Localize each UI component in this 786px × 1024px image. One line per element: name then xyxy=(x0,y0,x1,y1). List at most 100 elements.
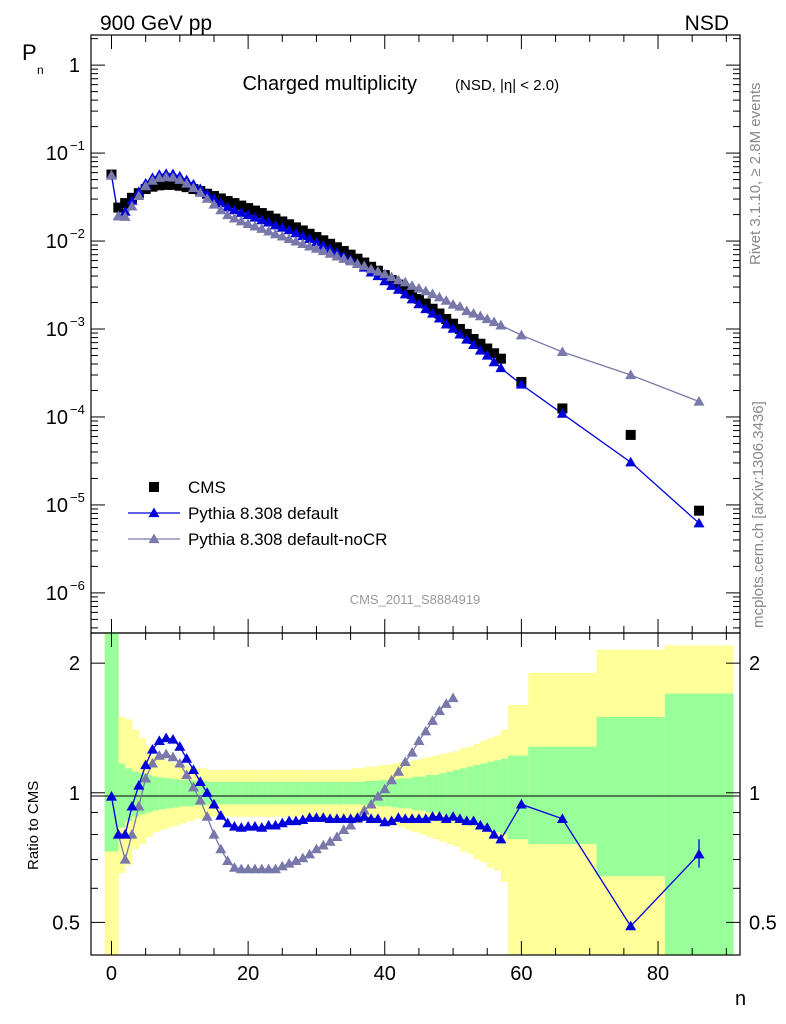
nocr-point xyxy=(112,210,124,221)
default-ratio-point xyxy=(133,779,145,790)
nocr-ratio-point xyxy=(345,819,357,830)
nocr-point xyxy=(283,233,295,243)
ratio-ytick-label: 2 xyxy=(69,653,80,675)
nocr-point xyxy=(215,204,227,215)
inner-band xyxy=(418,776,427,811)
ratio-xtick-label: 20 xyxy=(237,963,259,985)
inner-band xyxy=(145,774,153,813)
nocr-ratio-point xyxy=(201,811,213,821)
default-point xyxy=(310,236,322,247)
inner-band xyxy=(227,781,235,805)
nocr-point xyxy=(338,253,350,263)
inner-band xyxy=(446,771,454,817)
inner-band xyxy=(234,781,242,805)
default-point xyxy=(447,323,459,333)
main-ytick-base: 10 xyxy=(46,319,68,341)
default-ratio-point xyxy=(201,787,213,797)
cms-point xyxy=(297,225,308,236)
legend-cms-marker xyxy=(149,482,159,492)
cms-point xyxy=(113,202,124,213)
default-point xyxy=(481,349,493,360)
nocr-ratio-point xyxy=(187,781,199,792)
side-label-top: Rivet 3.1.10, ≥ 2.8M events xyxy=(747,83,764,266)
ratio-ytick-label: 0.5 xyxy=(52,912,80,934)
nocr-point xyxy=(481,313,493,324)
ratio-panel: 0.5 0.51 12 20 20 40 60 80 Ratio to CMS n xyxy=(25,632,777,1010)
nocr-point xyxy=(187,182,199,193)
nocr-point xyxy=(119,211,131,221)
cms-point xyxy=(236,200,247,211)
analysis-watermark: CMS_2011_S8884919 xyxy=(350,592,481,607)
nocr-ratio-point xyxy=(140,772,152,783)
inner-band xyxy=(384,780,392,807)
cms-point xyxy=(290,222,301,233)
nocr-point xyxy=(461,305,473,316)
inner-band xyxy=(528,746,597,845)
cms-point xyxy=(174,180,185,191)
default-point xyxy=(392,284,404,294)
default-ratio-point xyxy=(249,820,261,831)
main-ytick-base: 1 xyxy=(69,55,80,77)
nocr-point xyxy=(235,215,247,226)
main-ytick-exponent: −6 xyxy=(70,578,85,593)
nocr-point xyxy=(290,235,302,246)
nocr-point xyxy=(194,187,206,197)
default-point xyxy=(228,204,240,215)
nocr-ratio-point xyxy=(324,836,336,846)
nocr-point xyxy=(495,319,507,330)
ratio-ytick-label-right: 0.5 xyxy=(749,912,777,934)
nocr-point xyxy=(228,212,240,223)
default-point xyxy=(235,207,247,217)
inner-band xyxy=(248,781,256,805)
default-point xyxy=(440,318,452,329)
default-point xyxy=(126,195,138,205)
ratio-uncertainty-bands xyxy=(104,633,734,955)
default-point xyxy=(215,197,227,208)
default-point xyxy=(693,517,705,528)
nocr-ratio-point xyxy=(331,831,343,841)
nocr-ratio-point xyxy=(406,747,418,757)
nocr-point xyxy=(427,288,439,299)
nocr-ratio-point xyxy=(160,748,172,759)
default-ratio-point xyxy=(372,813,384,823)
nocr-point xyxy=(310,243,322,253)
nocr-ratio-point xyxy=(194,794,206,805)
inner-band xyxy=(432,774,440,813)
ratio-ticks xyxy=(91,633,740,955)
nocr-ratio-point xyxy=(228,862,240,872)
inner-band xyxy=(350,781,358,805)
inner-band xyxy=(254,781,263,805)
cms-point xyxy=(256,208,267,219)
main-ytick-base: 10 xyxy=(46,407,68,429)
cms-point xyxy=(161,179,172,190)
nocr-point xyxy=(386,271,398,282)
main-ytick-base: 10 xyxy=(46,583,68,605)
nocr-point xyxy=(276,230,288,241)
ratio-ytick-label-right: 2 xyxy=(749,653,760,675)
default-ratio-point xyxy=(228,820,240,831)
inner-band xyxy=(330,781,338,805)
cms-point xyxy=(489,348,500,359)
default-point xyxy=(208,192,220,203)
legend-label: CMS xyxy=(188,478,226,497)
default-point xyxy=(317,239,329,250)
cms-point xyxy=(243,203,254,214)
inner-band xyxy=(302,781,311,805)
default-point xyxy=(242,209,254,220)
cms-point xyxy=(694,505,705,516)
nocr-point xyxy=(249,220,261,231)
default-ratio-point xyxy=(495,833,507,844)
cms-point xyxy=(229,198,240,209)
nocr-ratio-point xyxy=(447,692,459,703)
default-point xyxy=(269,219,281,230)
default-ratio-point xyxy=(153,735,165,745)
nocr-point xyxy=(413,282,425,293)
side-label-bottom: mcplots.cern.ch [arXiv:1306.3436] xyxy=(750,401,767,628)
main-ytick-exponent: −2 xyxy=(70,226,85,241)
legend-marker xyxy=(148,533,160,544)
main-ytick-base: 10 xyxy=(46,495,68,517)
default-point xyxy=(413,298,425,309)
inner-band xyxy=(295,781,304,805)
default-ratio-point xyxy=(181,753,193,763)
cms-point xyxy=(222,196,233,207)
